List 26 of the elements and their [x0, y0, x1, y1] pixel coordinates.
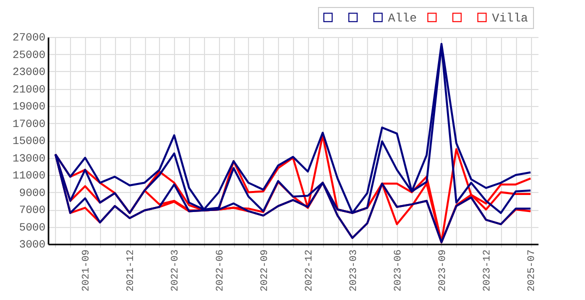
- y-tick-label: 25000: [12, 50, 46, 62]
- y-tick-label: 5000: [19, 222, 46, 234]
- x-tick-label: 2023-12: [482, 250, 494, 292]
- legend-label: Villa: [492, 11, 528, 26]
- y-tick-label: 21000: [12, 84, 46, 96]
- y-tick-label: 15000: [12, 136, 46, 148]
- legend-label: Alle: [388, 11, 417, 26]
- x-tick-label: 2022-12: [304, 250, 316, 292]
- x-tick-label: 2023-03: [348, 250, 360, 292]
- y-tick-label: 11000: [12, 170, 46, 182]
- x-tick-label: 2022-06: [215, 250, 226, 292]
- y-tick-label: 19000: [12, 102, 46, 114]
- x-tick-label: 2021-09: [82, 250, 93, 292]
- y-tick-label: 9000: [19, 188, 46, 200]
- x-tick-label: 2022-09: [260, 250, 271, 292]
- y-tick-label: 13000: [12, 153, 46, 166]
- y-tick-label: 3000: [19, 240, 46, 252]
- y-tick-label: 27000: [12, 32, 46, 44]
- x-tick-label: 2025-07: [527, 250, 538, 292]
- y-tick-label: 7000: [19, 205, 46, 217]
- y-tick-label: 23000: [12, 67, 46, 79]
- y-tick-label: 17000: [12, 118, 46, 131]
- x-tick-label: 2021-12: [126, 250, 138, 292]
- x-tick-label: 2022-03: [170, 250, 182, 292]
- x-tick-label: 2023-09: [438, 250, 449, 292]
- x-tick-label: 2023-06: [393, 250, 404, 292]
